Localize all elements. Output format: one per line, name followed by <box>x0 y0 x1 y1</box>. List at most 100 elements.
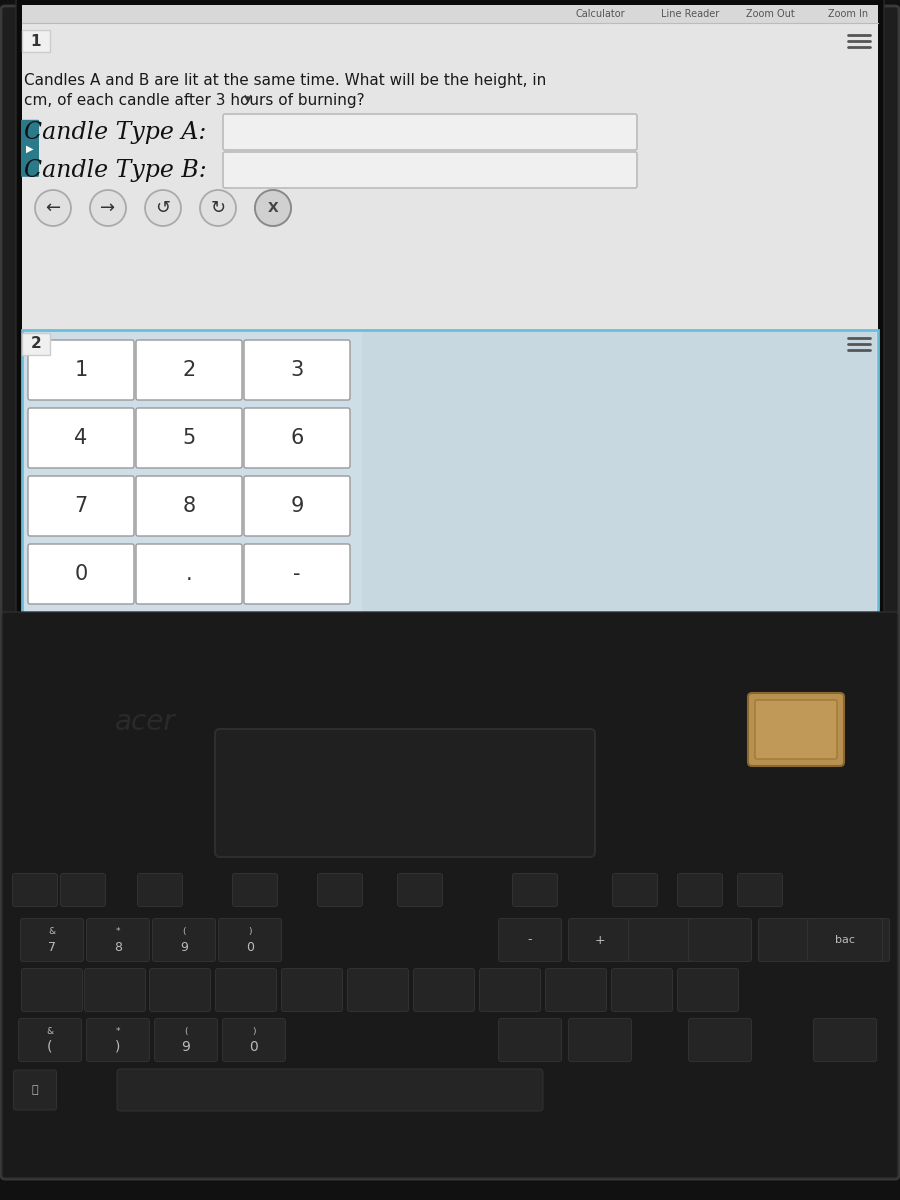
FancyBboxPatch shape <box>215 728 595 857</box>
Circle shape <box>200 190 236 226</box>
FancyBboxPatch shape <box>13 874 58 906</box>
Text: 2: 2 <box>31 336 41 352</box>
FancyBboxPatch shape <box>16 0 884 622</box>
FancyBboxPatch shape <box>244 476 350 536</box>
FancyBboxPatch shape <box>499 918 562 961</box>
Text: 1: 1 <box>75 360 87 380</box>
Text: Candle Type A:: Candle Type A: <box>24 120 206 144</box>
Text: &: & <box>47 1027 54 1036</box>
Text: 2: 2 <box>183 360 195 380</box>
FancyBboxPatch shape <box>219 918 282 961</box>
Text: ): ) <box>115 1040 121 1054</box>
FancyBboxPatch shape <box>678 874 723 906</box>
FancyBboxPatch shape <box>611 968 672 1012</box>
Text: X: X <box>267 200 278 215</box>
FancyBboxPatch shape <box>826 918 889 961</box>
Text: 6: 6 <box>291 428 303 448</box>
FancyBboxPatch shape <box>14 1070 57 1110</box>
Text: 0: 0 <box>75 564 87 584</box>
FancyBboxPatch shape <box>21 918 84 961</box>
FancyBboxPatch shape <box>499 1019 562 1062</box>
FancyBboxPatch shape <box>807 918 883 961</box>
FancyBboxPatch shape <box>117 1069 543 1111</box>
FancyBboxPatch shape <box>22 5 878 614</box>
FancyBboxPatch shape <box>152 918 215 961</box>
Text: (: ( <box>184 1027 188 1036</box>
FancyBboxPatch shape <box>232 874 277 906</box>
Text: Line Reader: Line Reader <box>661 8 719 19</box>
FancyBboxPatch shape <box>613 874 658 906</box>
FancyBboxPatch shape <box>215 968 276 1012</box>
Text: 8: 8 <box>114 941 122 954</box>
Text: cm, of each candle after 3 hours of burning?: cm, of each candle after 3 hours of burn… <box>24 92 364 108</box>
FancyBboxPatch shape <box>22 330 878 625</box>
FancyBboxPatch shape <box>512 874 557 906</box>
Text: 9: 9 <box>180 941 188 954</box>
FancyBboxPatch shape <box>737 874 782 906</box>
Text: 7: 7 <box>75 496 87 516</box>
Text: 7: 7 <box>48 941 56 954</box>
Text: ←: ← <box>45 199 60 217</box>
FancyBboxPatch shape <box>21 120 39 176</box>
FancyBboxPatch shape <box>223 152 637 188</box>
Circle shape <box>90 190 126 226</box>
FancyBboxPatch shape <box>136 476 242 536</box>
Text: Zoom Out: Zoom Out <box>745 8 795 19</box>
Text: 3: 3 <box>291 360 303 380</box>
FancyBboxPatch shape <box>398 874 443 906</box>
Text: Zoom In: Zoom In <box>828 8 868 19</box>
Text: ⬛: ⬛ <box>32 1085 39 1094</box>
FancyBboxPatch shape <box>223 114 637 150</box>
FancyBboxPatch shape <box>244 408 350 468</box>
FancyBboxPatch shape <box>755 700 837 758</box>
Text: ): ) <box>248 926 252 936</box>
FancyBboxPatch shape <box>22 5 878 23</box>
FancyBboxPatch shape <box>1 6 899 1178</box>
Text: Candle Type B:: Candle Type B: <box>24 158 207 181</box>
FancyBboxPatch shape <box>347 968 409 1012</box>
FancyBboxPatch shape <box>149 968 211 1012</box>
Circle shape <box>145 190 181 226</box>
Text: .: . <box>185 564 193 584</box>
Text: +: + <box>595 934 606 947</box>
Text: 9: 9 <box>291 496 303 516</box>
Text: ↺: ↺ <box>156 199 171 217</box>
FancyBboxPatch shape <box>155 1019 218 1062</box>
FancyBboxPatch shape <box>85 968 146 1012</box>
FancyBboxPatch shape <box>688 1019 752 1062</box>
FancyBboxPatch shape <box>282 968 343 1012</box>
Text: &: & <box>49 926 56 936</box>
Text: ↻: ↻ <box>211 199 226 217</box>
FancyBboxPatch shape <box>86 918 149 961</box>
FancyBboxPatch shape <box>28 544 134 604</box>
Text: 0: 0 <box>246 941 254 954</box>
FancyBboxPatch shape <box>28 408 134 468</box>
Text: (: ( <box>47 1040 53 1054</box>
Text: acer: acer <box>115 708 176 736</box>
Text: -: - <box>293 564 301 584</box>
FancyBboxPatch shape <box>569 918 632 961</box>
FancyBboxPatch shape <box>22 30 50 52</box>
Text: 8: 8 <box>183 496 195 516</box>
FancyBboxPatch shape <box>244 544 350 604</box>
FancyBboxPatch shape <box>318 874 363 906</box>
Text: 9: 9 <box>182 1040 191 1054</box>
FancyBboxPatch shape <box>28 476 134 536</box>
Text: ): ) <box>252 1027 256 1036</box>
Text: 5: 5 <box>183 428 195 448</box>
FancyBboxPatch shape <box>413 968 474 1012</box>
Text: -: - <box>527 934 532 947</box>
Text: bac: bac <box>835 935 855 946</box>
FancyBboxPatch shape <box>362 332 876 623</box>
FancyBboxPatch shape <box>480 968 541 1012</box>
Text: (: ( <box>182 926 185 936</box>
FancyBboxPatch shape <box>814 1019 877 1062</box>
FancyBboxPatch shape <box>569 1019 632 1062</box>
FancyBboxPatch shape <box>244 340 350 400</box>
FancyBboxPatch shape <box>86 1019 149 1062</box>
Circle shape <box>35 190 71 226</box>
Text: 0: 0 <box>249 1040 258 1054</box>
FancyBboxPatch shape <box>748 692 844 766</box>
FancyBboxPatch shape <box>19 1019 82 1062</box>
FancyBboxPatch shape <box>22 332 50 355</box>
